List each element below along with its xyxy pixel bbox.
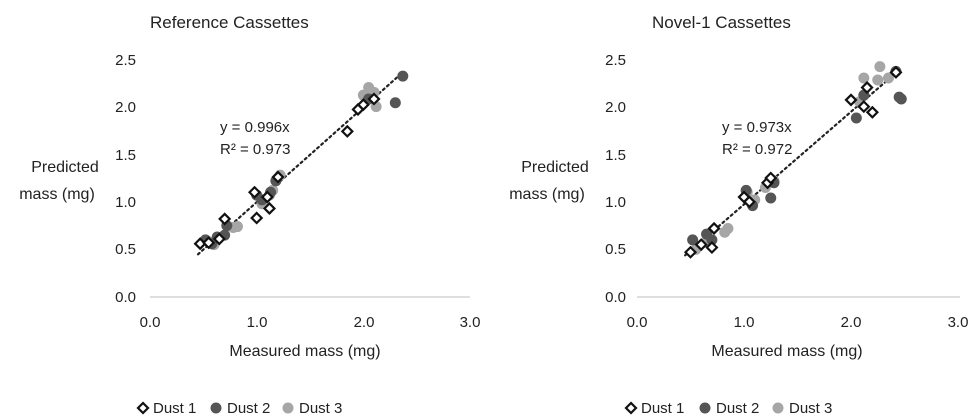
trendline-equation: y = 0.973x <box>722 119 792 136</box>
data-point-dust-1 <box>271 170 285 184</box>
x-tick-label: 2.0 <box>354 314 375 331</box>
data-point-dust-1 <box>694 238 708 252</box>
x-tick-label: 1.0 <box>734 314 755 331</box>
legend: Dust 1 Dust 2 Dust 3 <box>136 400 342 417</box>
data-point-dust-3 <box>858 72 870 84</box>
y-axis-label-line2: mass (mg) <box>509 186 585 203</box>
data-point-dust-1 <box>250 211 264 225</box>
x-tick-label: 1.0 <box>247 314 268 331</box>
r-squared-label: R² = 0.972 <box>722 141 792 158</box>
legend-label: Dust 3 <box>299 400 342 417</box>
y-tick-label: 2.5 <box>115 52 136 69</box>
y-tick-label: 1.5 <box>605 147 626 164</box>
data-point-dust-1 <box>356 98 370 112</box>
y-tick-label: 0.5 <box>605 241 626 258</box>
data-points <box>683 61 907 259</box>
data-point-dust-3 <box>874 61 886 73</box>
data-point-dust-3 <box>872 74 884 86</box>
r-squared-label: R² = 0.973 <box>220 141 290 158</box>
data-point-dust-1 <box>340 124 354 138</box>
legend-label: Dust 2 <box>227 400 270 417</box>
data-points <box>193 70 409 251</box>
legend-label: Dust 1 <box>153 400 196 417</box>
y-tick-label: 0.0 <box>605 289 626 306</box>
data-point-dust-3 <box>722 222 734 234</box>
legend: Dust 1 Dust 2 Dust 3 <box>624 400 832 417</box>
data-point-dust-1 <box>742 195 756 209</box>
data-point-dust-1 <box>262 201 277 216</box>
data-point-dust-1 <box>260 190 274 204</box>
y-tick-label: 2.0 <box>115 99 136 116</box>
x-tick-label: 3.0 <box>948 314 969 331</box>
chart-title: Reference Cassettes <box>150 13 309 32</box>
y-tick-label: 2.5 <box>605 52 626 69</box>
legend-marker-dust-2 <box>699 402 711 414</box>
legend-label: Dust 2 <box>716 400 759 417</box>
chart-novel-1-cassettes: Novel-1 Cassettes Predicted mass (mg) 0.… <box>509 13 968 417</box>
data-point-dust-2 <box>765 192 777 204</box>
x-tick-label: 3.0 <box>460 314 481 331</box>
x-axis-label: Measured mass (mg) <box>711 343 862 360</box>
data-point-dust-3 <box>882 72 894 84</box>
data-point-dust-1 <box>683 245 698 259</box>
data-point-dust-3 <box>231 221 243 233</box>
data-point-dust-2 <box>706 234 718 246</box>
y-tick-label: 0.5 <box>115 241 136 258</box>
y-axis-label-line2: mass (mg) <box>19 186 95 203</box>
legend-label: Dust 3 <box>789 400 832 417</box>
data-point-dust-1 <box>707 221 721 236</box>
data-point-dust-2 <box>397 70 409 82</box>
data-point-dust-1 <box>212 232 226 246</box>
data-point-dust-1 <box>247 185 262 199</box>
x-tick-label: 0.0 <box>140 314 161 331</box>
y-tick-label: 1.0 <box>605 194 626 211</box>
legend-marker-dust-1 <box>624 401 638 415</box>
y-axis-label-line1: Predicted <box>521 159 589 176</box>
y-tick-label: 1.5 <box>115 147 136 164</box>
data-point-dust-1 <box>889 65 903 79</box>
data-point-dust-1 <box>844 93 858 107</box>
chart-title: Novel-1 Cassettes <box>652 13 791 32</box>
x-tick-label: 0.0 <box>627 314 648 331</box>
legend-marker-dust-3 <box>772 402 784 414</box>
data-point-dust-2 <box>389 97 401 109</box>
y-tick-label: 2.0 <box>605 99 626 116</box>
data-point-dust-1 <box>860 81 874 95</box>
data-point-dust-2 <box>850 112 862 124</box>
y-tick-label: 0.0 <box>115 289 136 306</box>
y-tick-label: 1.0 <box>115 194 136 211</box>
trendline-equation: y = 0.996x <box>220 119 290 136</box>
chart-reference-cassettes: Reference Cassettes Predicted mass (mg) … <box>19 13 480 417</box>
x-tick-label: 2.0 <box>841 314 862 331</box>
data-point-dust-1 <box>218 212 232 226</box>
data-point-dust-1 <box>202 236 216 250</box>
data-point-dust-1 <box>367 92 381 106</box>
legend-marker-dust-1 <box>136 401 150 415</box>
data-point-dust-2 <box>687 234 699 246</box>
data-point-dust-1 <box>764 171 778 185</box>
data-point-dust-2 <box>895 93 907 105</box>
x-axis-label: Measured mass (mg) <box>229 343 380 360</box>
legend-marker-dust-2 <box>210 402 222 414</box>
legend-marker-dust-3 <box>282 402 294 414</box>
data-point-dust-1 <box>865 105 879 119</box>
legend-label: Dust 1 <box>641 400 684 417</box>
data-point-dust-1 <box>705 240 719 255</box>
y-axis-label-line1: Predicted <box>31 159 99 176</box>
data-point-dust-1 <box>857 100 871 114</box>
